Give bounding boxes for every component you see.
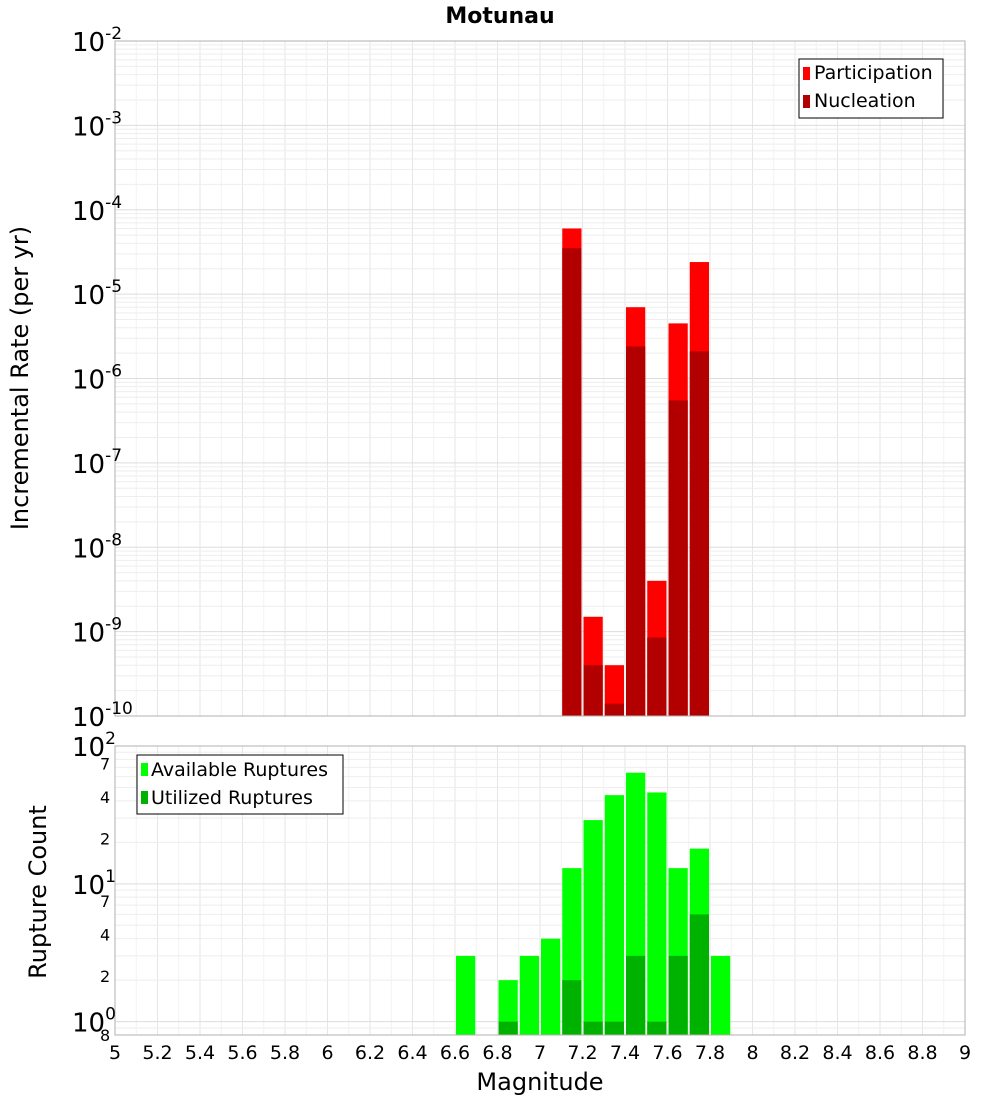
y-minor-tick-label: 2 bbox=[100, 829, 110, 848]
x-tick-label: 7.2 bbox=[567, 1042, 597, 1064]
x-tick-label: 6 bbox=[321, 1042, 333, 1064]
y-minor-tick-label: 7 bbox=[100, 754, 110, 773]
bar-available-ruptures bbox=[711, 955, 731, 1035]
legend-swatch-available-ruptures bbox=[141, 763, 148, 776]
y-tick-label: 10-2 bbox=[72, 24, 122, 58]
x-tick-label: 6.2 bbox=[355, 1042, 385, 1064]
y-tick-label: 10-4 bbox=[72, 193, 122, 227]
y-tick-label: 101 bbox=[72, 867, 116, 901]
y-tick-label: 10-8 bbox=[72, 530, 122, 564]
y-minor-tick-label: 8 bbox=[100, 1026, 110, 1045]
bar-nucleation bbox=[626, 346, 646, 716]
x-tick-label: 9 bbox=[959, 1042, 971, 1064]
y-minor-tick-label: 4 bbox=[100, 926, 110, 945]
x-axis-label: Magnitude bbox=[476, 1068, 603, 1096]
x-tick-label: 6.8 bbox=[482, 1042, 512, 1064]
x-tick-label: 6.6 bbox=[440, 1042, 470, 1064]
y-tick-label: 10-10 bbox=[72, 699, 133, 733]
x-tick-label: 7.4 bbox=[610, 1042, 640, 1064]
x-tick-label: 7.6 bbox=[652, 1042, 682, 1064]
legend-swatch-participation bbox=[803, 67, 810, 80]
y-tick-label: 10-7 bbox=[72, 446, 122, 480]
y-tick-label: 10-5 bbox=[72, 277, 122, 311]
rate-plot-frame bbox=[114, 40, 966, 717]
y-minor-tick-label: 7 bbox=[100, 892, 110, 911]
y-tick-label: 10-6 bbox=[72, 362, 122, 396]
bar-utilized-ruptures bbox=[626, 955, 646, 1035]
rate-legend: Participation Nucleation bbox=[798, 58, 944, 119]
legend-swatch-nucleation bbox=[803, 95, 810, 108]
rate-y-axis-label: Incremental Rate (per yr) bbox=[6, 226, 34, 530]
y-tick-label: 10-9 bbox=[72, 615, 122, 649]
x-tick-label: 7 bbox=[534, 1042, 546, 1064]
count-bars bbox=[456, 772, 731, 1035]
bar-available-ruptures bbox=[456, 955, 476, 1035]
bar-available-ruptures bbox=[647, 792, 667, 1035]
bar-nucleation bbox=[562, 248, 582, 717]
bar-nucleation bbox=[689, 351, 709, 716]
x-tick-label: 8.8 bbox=[907, 1042, 937, 1064]
x-tick-label: 7.8 bbox=[695, 1042, 725, 1064]
bar-participation bbox=[604, 665, 624, 716]
bar-available-ruptures bbox=[604, 795, 624, 1035]
bar-utilized-ruptures bbox=[689, 914, 709, 1035]
rate-panel: 10-10 10-9 10-8 10-7 10-6 10-5 10-4 10-3 10-2 In… bbox=[6, 24, 966, 733]
bar-available-ruptures bbox=[498, 980, 518, 1035]
bar-available-ruptures bbox=[519, 955, 539, 1035]
y-tick-label: 10-3 bbox=[72, 108, 122, 142]
x-tick-label: 5 bbox=[109, 1042, 121, 1064]
bar-nucleation bbox=[583, 665, 603, 716]
count-y-axis-label: Rupture Count bbox=[24, 805, 52, 979]
x-tick-label: 6.4 bbox=[397, 1042, 427, 1064]
legend-swatch-utilized-ruptures bbox=[141, 791, 148, 804]
bar-utilized-ruptures bbox=[604, 1021, 624, 1035]
count-legend-box bbox=[136, 754, 344, 815]
bar-utilized-ruptures bbox=[583, 1021, 603, 1035]
rate-gridlines bbox=[114, 41, 966, 717]
x-tick-label: 8.2 bbox=[780, 1042, 810, 1064]
bar-available-ruptures bbox=[541, 938, 561, 1035]
count-gridlines bbox=[114, 746, 966, 1036]
bar-utilized-ruptures bbox=[668, 955, 688, 1035]
bar-utilized-ruptures bbox=[498, 1021, 518, 1035]
x-tick-labels: 5 5.2 5.4 5.6 5.8 6 6.2 6.4 6.6 6.8 7 7.2 7.4 7.6 7.8 8… bbox=[109, 1042, 971, 1064]
y-minor-tick-label: 4 bbox=[100, 788, 110, 807]
rate-bars bbox=[562, 228, 709, 717]
x-tick-label: 5.6 bbox=[227, 1042, 257, 1064]
count-legend: Available Ruptures Utilized Ruptures bbox=[136, 754, 344, 815]
legend-label-utilized-ruptures: Utilized Ruptures bbox=[151, 787, 313, 809]
legend-label-nucleation: Nucleation bbox=[814, 90, 916, 112]
bar-available-ruptures bbox=[583, 820, 603, 1035]
bar-nucleation bbox=[647, 637, 667, 716]
y-tick-label: 100 bbox=[72, 1005, 116, 1039]
rate-legend-box bbox=[798, 58, 944, 119]
x-tick-label: 8.6 bbox=[865, 1042, 895, 1064]
bar-utilized-ruptures bbox=[562, 980, 582, 1035]
x-tick-label: 8 bbox=[746, 1042, 758, 1064]
bar-nucleation bbox=[668, 400, 688, 716]
rate-y-tick-labels: 10-10 10-9 10-8 10-7 10-6 10-5 10-4 10-3 10-2 bbox=[72, 24, 133, 733]
count-plot-frame bbox=[114, 745, 966, 1036]
legend-label-participation: Participation bbox=[814, 62, 933, 84]
chart-title: Motunau bbox=[445, 4, 554, 29]
y-tick-label: 102 bbox=[72, 729, 116, 763]
y-minor-tick-label: 2 bbox=[100, 967, 110, 986]
x-tick-label: 5.2 bbox=[142, 1042, 172, 1064]
x-tick-label: 5.4 bbox=[185, 1042, 215, 1064]
count-panel: 100 101 102 8 2 4 7 2 4 7 5 5.2 5.4 5.6 5.8 6 6.2 6.4 6.6… bbox=[24, 729, 971, 1096]
x-tick-label: 5.8 bbox=[270, 1042, 300, 1064]
x-tick-label: 8.4 bbox=[822, 1042, 852, 1064]
bar-utilized-ruptures bbox=[647, 1021, 667, 1035]
legend-label-available-ruptures: Available Ruptures bbox=[151, 759, 328, 781]
count-y-tick-labels: 100 101 102 8 2 4 7 2 4 7 bbox=[72, 729, 116, 1045]
bar-nucleation bbox=[604, 703, 624, 716]
